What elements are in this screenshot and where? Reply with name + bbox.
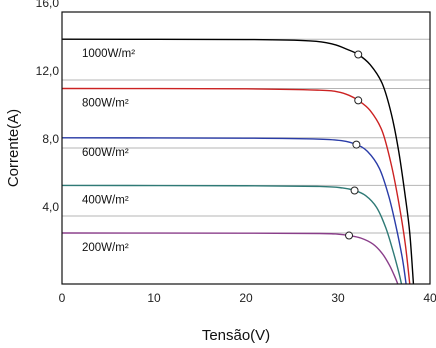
mpp-marker: [345, 231, 354, 240]
y-tick-label: 4,0: [42, 200, 59, 214]
y-axis-title: Corrente(A): [5, 109, 22, 187]
mpp-marker: [354, 50, 363, 59]
x-axis-title: Tensão(V): [202, 327, 270, 344]
y-tick-label: 12,0: [36, 64, 60, 78]
x-tick-label: 10: [147, 291, 161, 305]
curve-labels: 1000W/m² 800W/m² 600W/m² 400W/m² 200W/m²: [82, 48, 135, 254]
x-tick-label: 30: [331, 291, 345, 305]
curves: [61, 38, 415, 285]
curve-label: 800W/m²: [82, 98, 129, 110]
x-tick-label: 40: [423, 291, 436, 305]
curve-label: 200W/m²: [82, 242, 129, 254]
curve-1000w: [61, 38, 415, 285]
y-tick-labels: 4,0 8,0 12,0 16,0: [36, 0, 60, 214]
x-tick-label: 0: [59, 291, 66, 305]
curve-label: 1000W/m²: [82, 48, 135, 60]
plot-frame: [61, 11, 431, 285]
y-tick-label: 8,0: [42, 132, 59, 146]
mpp-marker: [352, 140, 361, 149]
curve-200w: [61, 232, 399, 285]
curve-400w: [61, 184, 403, 285]
y-tick-label: 16,0: [36, 0, 60, 10]
mpp-marker: [350, 186, 359, 195]
curve-600w: [61, 137, 407, 285]
x-tick-labels: 0 10 20 30 40: [59, 291, 436, 305]
curve-label: 400W/m²: [82, 194, 129, 206]
curve-label: 600W/m²: [82, 147, 129, 159]
mpp-marker: [354, 96, 363, 105]
x-tick-label: 20: [239, 291, 253, 305]
